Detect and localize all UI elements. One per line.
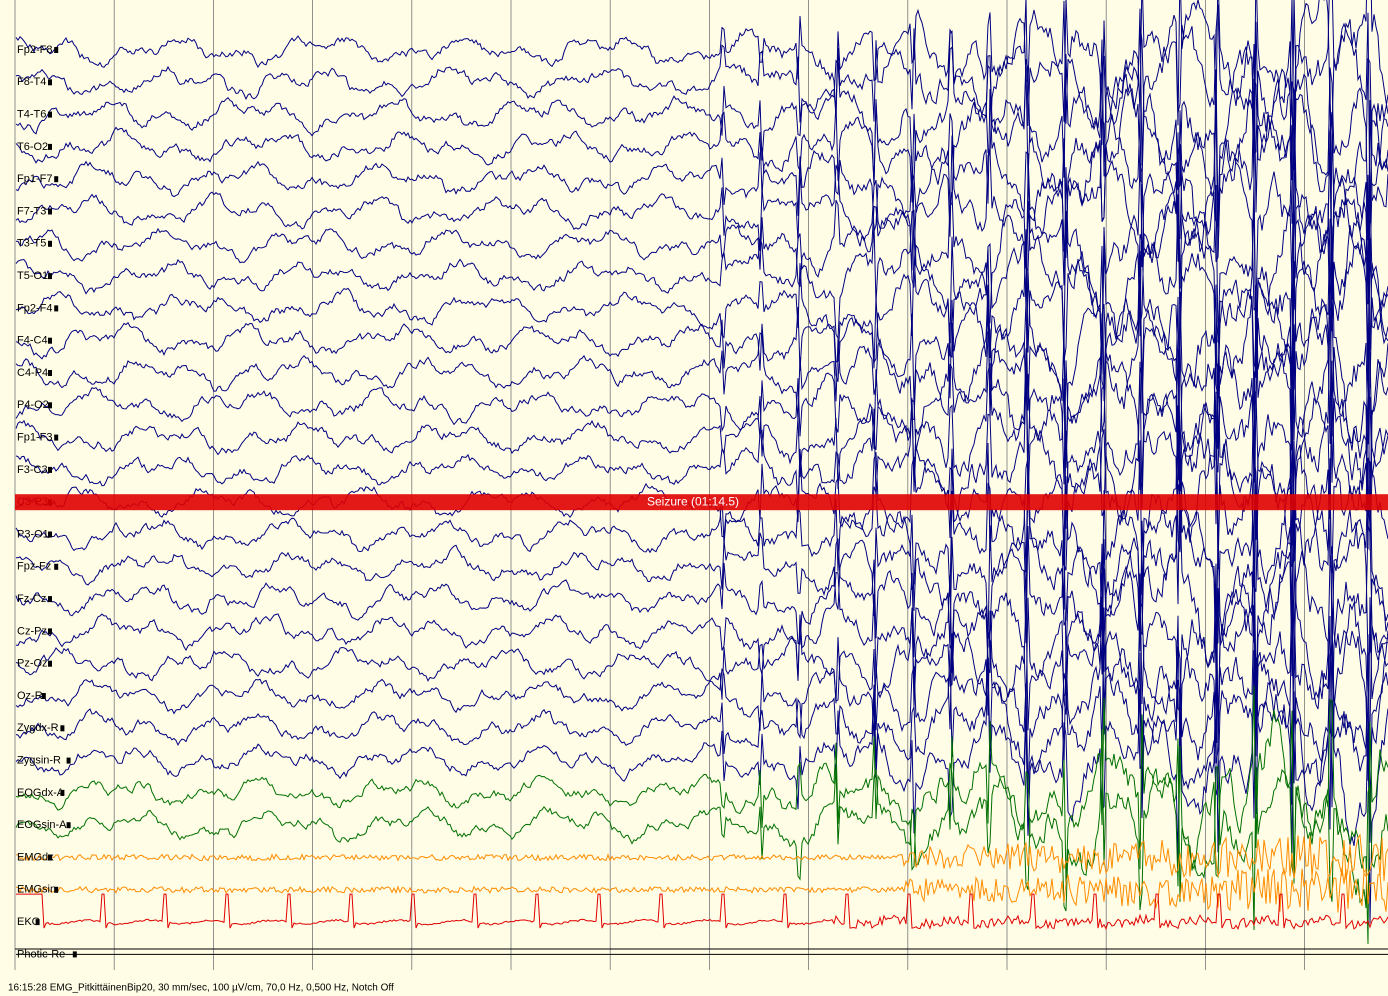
channel-marker (48, 531, 52, 538)
channel-marker (48, 240, 52, 247)
trace (15, 728, 1388, 931)
channel-label: T3-T5 (17, 238, 46, 250)
channel-label: Fp1-F3 (17, 432, 52, 444)
channel-label: Photic-Re (17, 948, 65, 960)
status-bar: 16:15:28 EMG_PitkittäinenBip20, 30 mm/se… (8, 983, 394, 994)
channel-marker (48, 337, 52, 344)
traces (15, 0, 1388, 955)
trace (15, 344, 1388, 592)
channel-label: T5-O1 (17, 270, 48, 282)
trace (15, 110, 1388, 388)
channel-label: F4-C4 (17, 335, 48, 347)
channel-marker (48, 596, 52, 603)
trace (15, 499, 1388, 781)
channel-label: Fz-Cz (17, 593, 46, 605)
channel-marker (54, 434, 59, 441)
trace (16, 893, 1388, 931)
trace (15, 867, 1388, 913)
channel-marker (48, 466, 52, 473)
channel-label: Pz-Oz (17, 658, 48, 670)
trace (15, 484, 1388, 737)
trace (15, 139, 1388, 391)
channel-marker (48, 143, 52, 150)
labels: Fp2-F8 F8-T4 T4-T6 T6-O2 Fp1-F7 F7-T3 T3-T5 T5-… (17, 44, 77, 960)
channel-marker (48, 111, 52, 118)
trace (15, 525, 1388, 808)
channel-marker (54, 886, 59, 893)
channel-label: EKG (17, 916, 40, 928)
channel-label: P4-O2 (17, 399, 49, 411)
channel-label: EOGdx-A (17, 787, 65, 799)
channel-marker (66, 822, 71, 829)
channel-marker (72, 951, 77, 958)
channel-label: EMGsin (17, 884, 56, 896)
channel-label: Oz-R (17, 690, 43, 702)
trace (15, 276, 1388, 550)
channel-marker (48, 402, 52, 409)
channel-label: Cz-Pz (17, 625, 47, 637)
channel-label: T6-O2 (17, 141, 48, 153)
channel-label: F7-T3 (17, 205, 46, 217)
trace (15, 0, 1388, 224)
trace (15, 0, 1388, 241)
trace (15, 440, 1388, 675)
trace (15, 380, 1388, 658)
channel-label: EOGsin-A (17, 819, 67, 831)
channel-label: F8-T4 (17, 76, 46, 88)
trace (15, 607, 1388, 836)
channel-marker (48, 854, 52, 861)
channel-label: EMGdx (17, 851, 54, 863)
trace (15, 21, 1388, 291)
channel-marker (66, 757, 71, 764)
trace (15, 100, 1388, 327)
channel-marker (48, 660, 52, 667)
trace (15, 236, 1388, 523)
trace (15, 0, 1388, 170)
channel-label: T4-T6 (17, 109, 46, 121)
channel-marker (60, 789, 65, 796)
trace (15, 233, 1388, 466)
channel-label: Fp2-F4 (17, 302, 52, 314)
channel-marker (41, 693, 46, 699)
grid (14, 0, 1388, 970)
channel-marker (48, 208, 52, 215)
channel-label: Fp2-F8 (17, 44, 52, 56)
channel-marker (48, 628, 52, 635)
channel-label: Fp1-F7 (17, 173, 52, 185)
trace (15, 648, 1388, 924)
trace (15, 833, 1388, 882)
channel-label: F3-C3 (17, 464, 48, 476)
channel-label: Fpz-Fz (17, 561, 51, 573)
channel-marker (54, 563, 59, 570)
annotation-bar (15, 494, 1388, 511)
channel-marker (48, 370, 52, 376)
channel-marker (48, 79, 52, 86)
trace (15, 69, 1388, 300)
channel-marker (35, 919, 40, 926)
trace (15, 186, 1388, 419)
trace (15, 685, 1388, 944)
channel-marker (54, 47, 59, 53)
trace (15, 298, 1388, 517)
annotation-label: Seizure (01:14.5) (647, 494, 739, 508)
channel-label: Zygsin-R (17, 755, 61, 767)
channel-label: Zygdx-R (17, 722, 59, 734)
channel-marker (54, 305, 59, 312)
channel-label: P3-O1 (17, 528, 49, 540)
channel-marker (60, 725, 65, 732)
channel-label: C4-P4 (17, 367, 48, 379)
channel-marker (48, 273, 52, 280)
trace (15, 589, 1388, 843)
channel-marker (54, 176, 59, 183)
